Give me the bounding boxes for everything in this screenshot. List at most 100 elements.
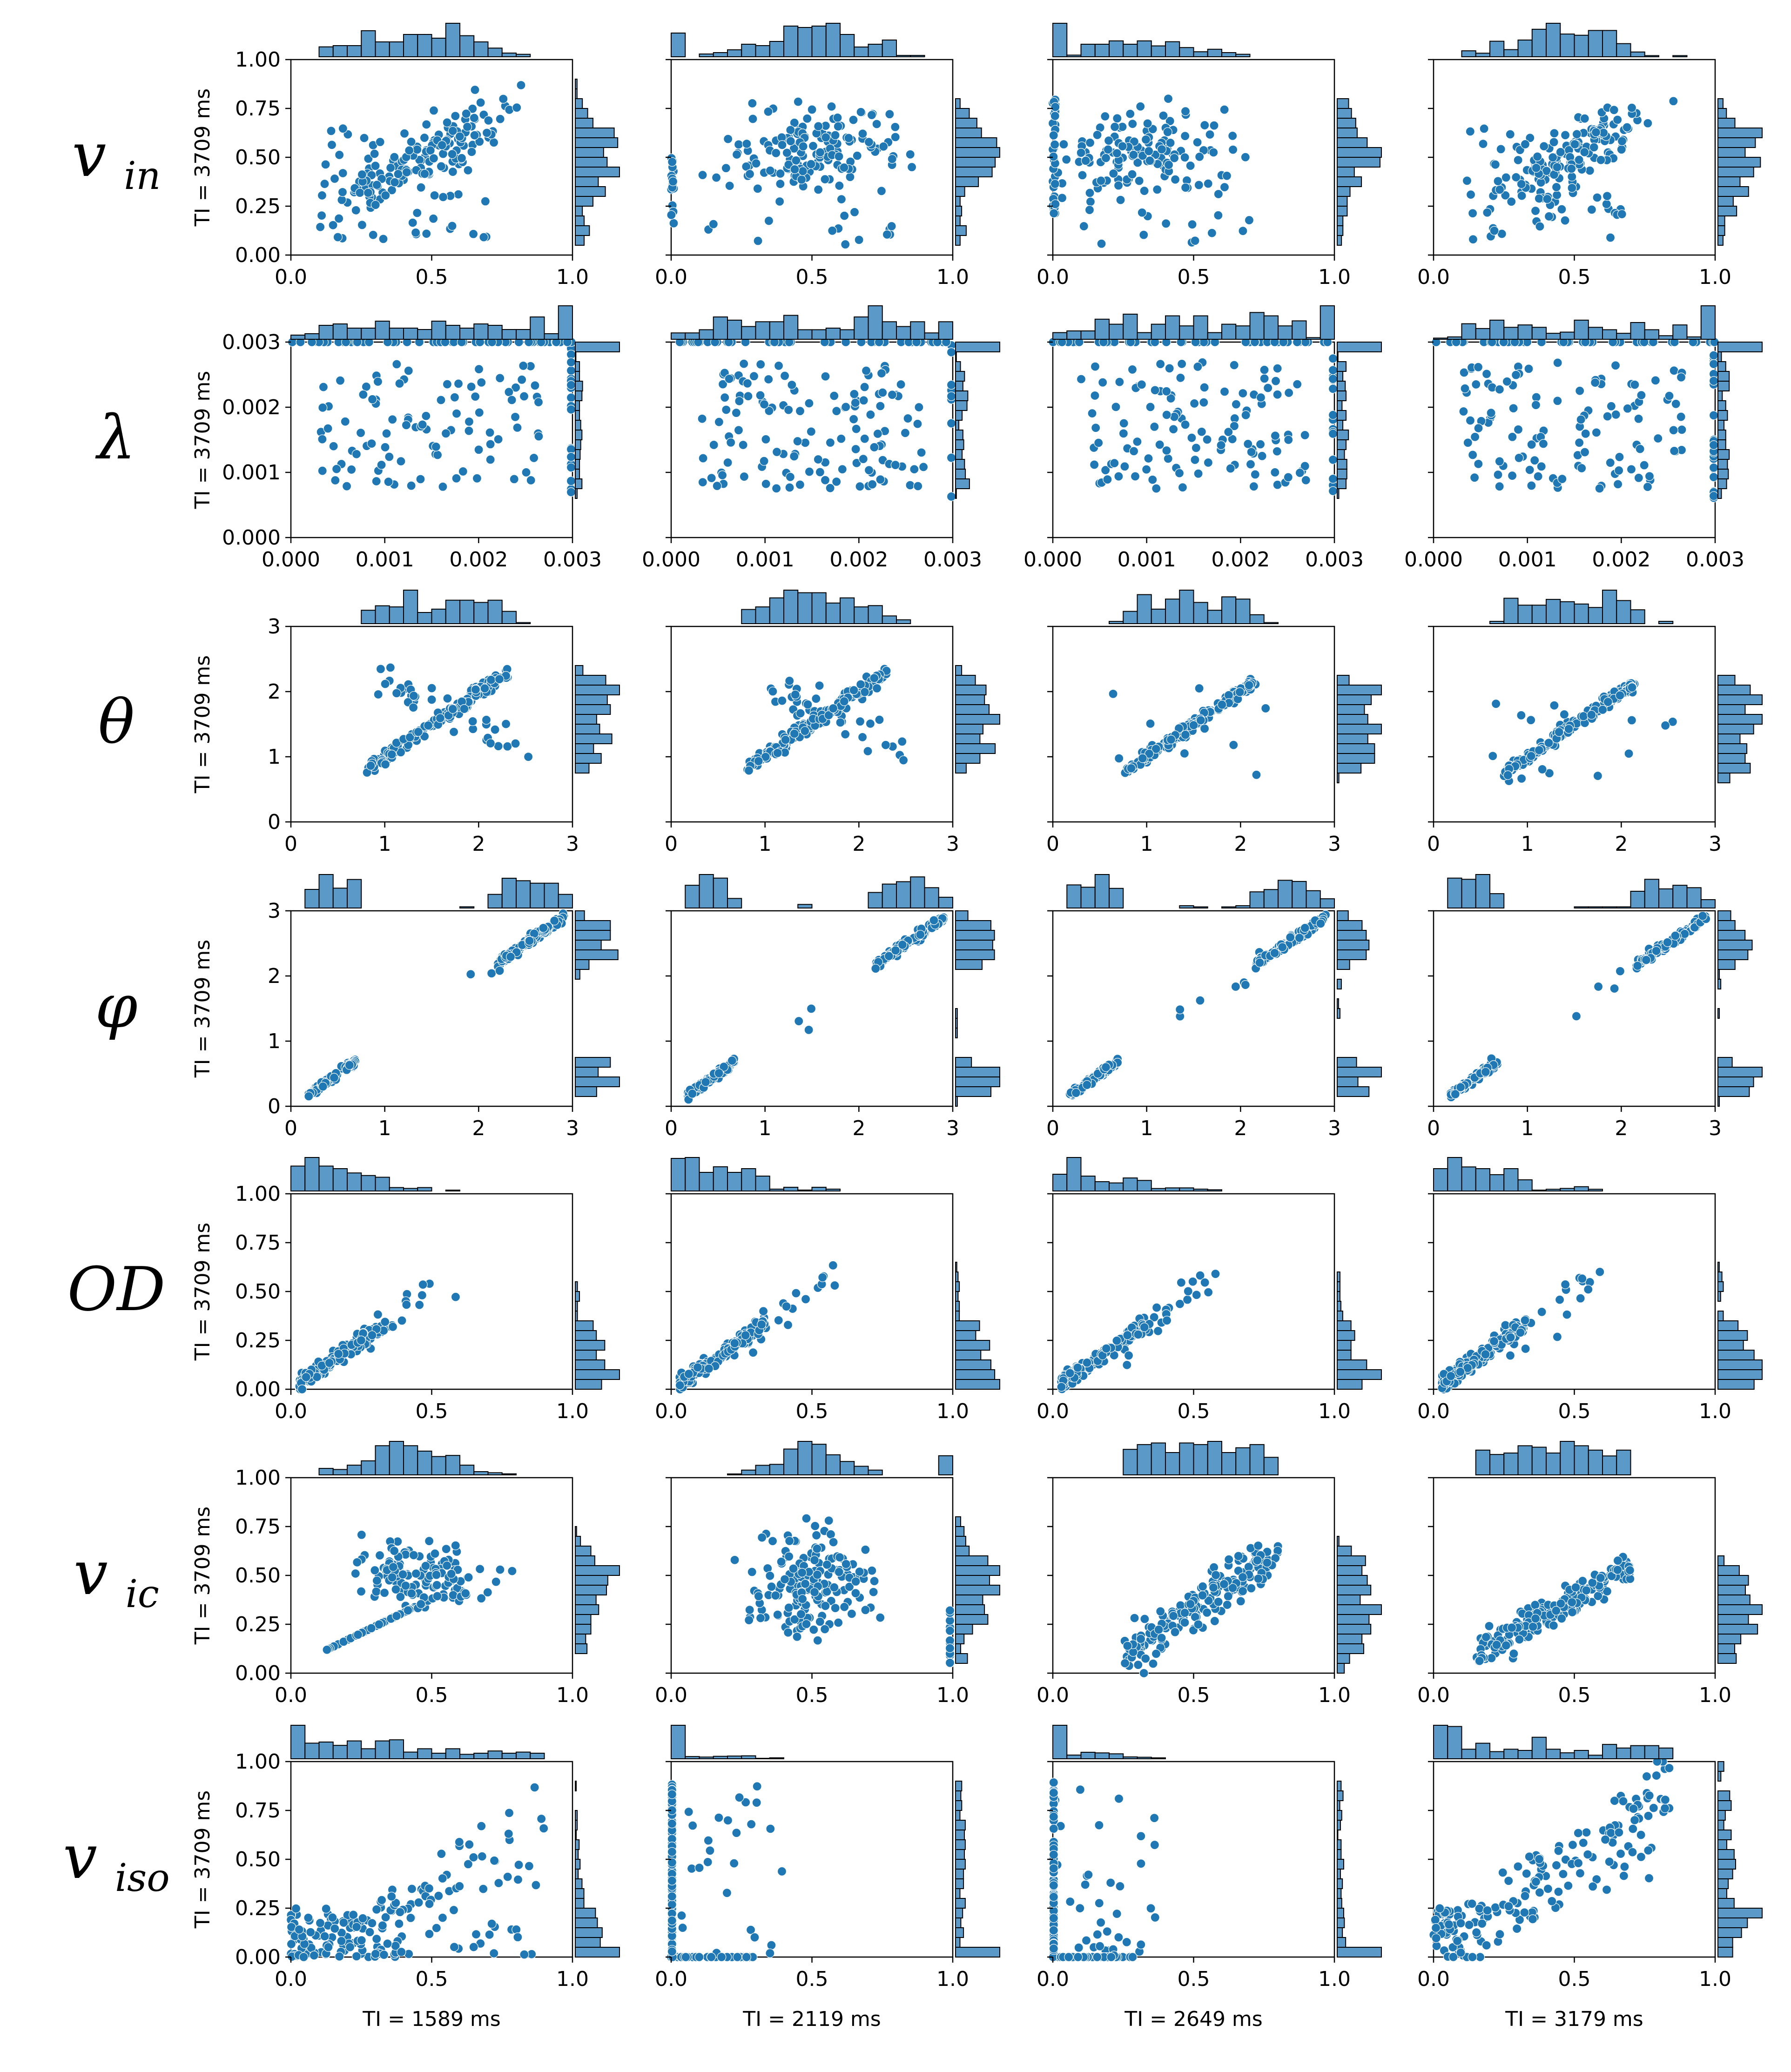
scatter-point xyxy=(451,473,461,483)
hist-top-bar xyxy=(896,619,911,624)
hist-top-bar xyxy=(1461,879,1476,909)
hist-top-bar xyxy=(825,1189,841,1191)
hist-top-bar xyxy=(347,1172,362,1191)
hist-right-bar xyxy=(955,342,1000,352)
scatter-point xyxy=(498,94,508,104)
hist-right-bar xyxy=(955,1369,996,1380)
hist-right-bar xyxy=(1337,215,1344,226)
scatter-point xyxy=(318,403,328,412)
scatter-point xyxy=(1129,150,1138,160)
hist-top-bar xyxy=(403,328,418,340)
scatter-point xyxy=(1190,455,1200,465)
scatter-point xyxy=(1137,380,1146,390)
scatter-point xyxy=(338,124,348,134)
hist-top-bar xyxy=(1066,330,1082,340)
scatter-point xyxy=(1145,156,1155,166)
scatter-point xyxy=(1482,208,1492,217)
hist-top-bar xyxy=(332,1168,348,1191)
scatter-point xyxy=(395,378,404,389)
hist-top-bar xyxy=(332,323,348,340)
hist-top-bar xyxy=(1560,34,1575,58)
scatter-point xyxy=(759,399,769,409)
x-tick-label: 0 xyxy=(1427,832,1440,856)
scatter-point xyxy=(1627,103,1637,113)
scatter-point xyxy=(753,184,762,194)
scatter-point xyxy=(484,115,493,125)
scatter-point xyxy=(1531,163,1541,173)
hist-top-bar xyxy=(375,321,390,340)
scatter-point xyxy=(409,1550,418,1560)
scatter-point xyxy=(448,167,458,177)
scatter-point xyxy=(1183,1295,1192,1305)
hist-right-bar xyxy=(1717,1359,1763,1370)
hist-right-bar xyxy=(575,1643,588,1654)
scatter-point xyxy=(1205,129,1215,140)
y-axis-title: TI = 3709 ms xyxy=(191,1223,215,1361)
scatter-point xyxy=(885,109,895,119)
hist-top-bar xyxy=(769,1189,784,1191)
scatter-point xyxy=(367,439,377,449)
scatter-point xyxy=(839,696,849,706)
scatter-point xyxy=(1152,1303,1162,1312)
scatter-point xyxy=(1241,410,1251,420)
hist-right-bar xyxy=(1717,979,1722,989)
scatter-point xyxy=(337,195,347,205)
scatter-point xyxy=(566,366,576,376)
hist-top-bar xyxy=(417,1450,432,1476)
scatter-point xyxy=(1190,398,1199,409)
hist-right-bar xyxy=(955,930,995,941)
scatter-point xyxy=(1252,770,1261,780)
x-tick-label: 0 xyxy=(284,832,297,856)
scatter-point xyxy=(448,1590,458,1600)
hist-right-bar xyxy=(1337,157,1380,168)
scatter-point xyxy=(781,1301,791,1312)
hist-top-bar xyxy=(318,46,334,57)
hist-top-bar xyxy=(544,882,559,908)
scatter-point xyxy=(1202,435,1212,444)
hist-right-bar xyxy=(955,147,1000,158)
scatter-point xyxy=(1176,1278,1186,1287)
scatter-point xyxy=(566,380,576,390)
scatter-point xyxy=(782,148,792,158)
scatter-point xyxy=(387,1573,397,1582)
hist-top-bar xyxy=(361,610,376,624)
scatter-point xyxy=(412,145,422,155)
scatter-point xyxy=(297,1384,307,1394)
x-tick-label: 1 xyxy=(1140,1117,1153,1140)
scatter-point xyxy=(1493,176,1503,186)
scatter-point xyxy=(1243,439,1253,449)
hist-right-bar xyxy=(1717,439,1726,450)
hist-top-bar xyxy=(473,602,489,625)
scatter-point xyxy=(669,218,679,228)
scatter-point xyxy=(1328,486,1338,496)
scatter-point xyxy=(765,166,775,175)
scatter-point xyxy=(1227,434,1237,444)
hist-top-bar xyxy=(1602,329,1617,340)
hist-top-bar xyxy=(811,1187,827,1191)
hist-top-bar xyxy=(713,877,728,908)
scatter-point xyxy=(1466,190,1476,200)
scatter-point xyxy=(482,128,492,138)
scatter-point xyxy=(1559,709,1569,720)
hist-top-bar xyxy=(1546,599,1561,624)
scatter-point xyxy=(1103,475,1112,484)
scatter-point xyxy=(329,1073,339,1083)
scatter-point xyxy=(1246,447,1256,457)
scatter-point xyxy=(907,162,917,172)
scatter-point xyxy=(1602,199,1611,209)
hist-top-bar xyxy=(1475,328,1490,340)
scatter-point xyxy=(423,720,433,730)
scatter-point xyxy=(411,228,421,237)
scatter-point xyxy=(709,440,719,450)
scatter-point xyxy=(1176,373,1185,383)
scatter-point xyxy=(1593,982,1603,992)
x-tick-label: 0.000 xyxy=(262,548,320,572)
scatter-point xyxy=(801,1294,811,1304)
hist-top-bar xyxy=(1461,1166,1476,1191)
hist-right-bar xyxy=(955,675,976,686)
scatter-point xyxy=(373,1310,383,1319)
scatter-point xyxy=(864,465,874,475)
scatter-point xyxy=(1178,483,1188,492)
scatter-point xyxy=(371,1587,381,1596)
